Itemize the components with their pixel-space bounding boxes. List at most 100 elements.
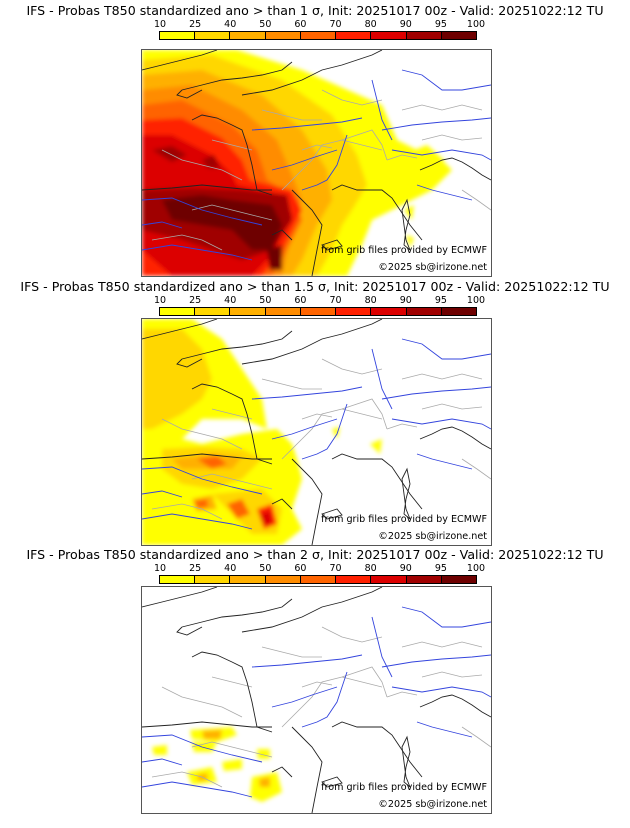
river-line [391, 149, 491, 161]
border-line [461, 726, 491, 748]
colorbar-swatch [160, 576, 196, 583]
border-line [401, 641, 483, 648]
coastlines [142, 50, 491, 276]
probability-contour [259, 777, 270, 787]
border-line [421, 671, 483, 678]
border-line [301, 413, 333, 420]
border-line [161, 149, 243, 181]
panel-3-map[interactable]: from grib files provided by ECMWF ©2025 … [141, 586, 492, 814]
colorbar-swatch [195, 576, 231, 583]
river-line [271, 686, 338, 708]
border-line [401, 373, 483, 380]
river-line [416, 721, 473, 738]
river-line [391, 686, 491, 698]
border-line [386, 423, 418, 430]
coast-line [181, 61, 293, 91]
colorbar-ticks: 10 25 40 50 60 70 80 90 95 100 [154, 563, 485, 574]
colorbar-tick-label: 10 [153, 295, 167, 306]
border-line [421, 134, 483, 141]
coast-line [356, 587, 383, 598]
coastlines [142, 587, 491, 813]
colorbar-swatch [195, 32, 231, 39]
coast-line [176, 358, 203, 368]
coast-line [142, 184, 272, 191]
border-line [301, 681, 333, 688]
border-line [421, 403, 483, 410]
border-line [281, 129, 388, 191]
river-line [301, 134, 348, 191]
colorbar-tick-label: 10 [153, 19, 167, 30]
probability-contour [152, 745, 167, 755]
border-line [301, 144, 333, 151]
rivers [142, 338, 491, 530]
colorbar-swatch [336, 576, 372, 583]
coast-line [419, 426, 491, 450]
colorbar-tick-label: 50 [259, 563, 272, 574]
river-line [416, 184, 473, 201]
colorbar-tick-label: 10 [153, 563, 167, 574]
colorbar-swatch [300, 576, 337, 583]
border-line [261, 109, 322, 121]
panel-3-title: IFS - Probas T850 standardized ano > tha… [26, 547, 604, 562]
coast-line [191, 383, 273, 465]
border-line [261, 378, 322, 390]
river-line [401, 69, 491, 91]
colorbar-tick-label: 70 [329, 19, 342, 30]
coast-line [142, 453, 272, 460]
colorbar-tick-label: 100 [466, 563, 486, 574]
probability-contour [404, 205, 414, 220]
colorbar-tick-label: 100 [466, 19, 486, 30]
coast-line [291, 189, 323, 276]
coast-line [191, 114, 273, 196]
coast-line [401, 735, 411, 788]
colorbar-ticks: 10 25 40 50 60 70 80 90 95 100 [154, 19, 485, 30]
probability-contour [162, 195, 282, 250]
border-line [281, 666, 388, 728]
panel-1-map[interactable]: from grib files provided by ECMWF ©2025 … [141, 49, 492, 277]
coast-line [181, 598, 293, 628]
colorbar-swatch [371, 576, 407, 583]
colorbar-tick-label: 60 [294, 295, 307, 306]
colorbar-tick-label: 80 [364, 295, 377, 306]
coast-line [176, 626, 203, 636]
colorbar-swatch [230, 308, 266, 315]
river-line [251, 654, 363, 668]
colorbar-swatch [265, 308, 301, 315]
border-line [161, 418, 243, 450]
river-line [401, 338, 491, 360]
probability-field [142, 319, 382, 545]
admin-borders [151, 358, 491, 520]
coast-line [241, 59, 358, 96]
colorbar-tick-label: 70 [329, 295, 342, 306]
probability-contour [202, 730, 222, 739]
probability-field [152, 727, 282, 802]
copyright-credit: ©2025 sb@irizone.net [378, 531, 487, 542]
river-line [416, 453, 473, 470]
border-line [191, 204, 273, 221]
colorbar-swatch [195, 308, 231, 315]
colorbar-swatch [160, 32, 196, 39]
coast-line [291, 726, 323, 813]
border-line [461, 189, 491, 211]
colorbar-swatch [406, 576, 442, 583]
river-line [301, 671, 348, 728]
probability-contour [406, 235, 414, 248]
colorbar-tick-label: 80 [364, 563, 377, 574]
colorbar-tick-label: 25 [189, 563, 202, 574]
map-svg [142, 50, 491, 276]
probability-contour [194, 499, 208, 508]
coast-line [321, 508, 343, 520]
panel-1-colorbar: 10 25 40 50 60 70 80 90 95 100 [154, 19, 485, 40]
colorbar-tick-label: 40 [224, 563, 237, 574]
colorbar-tick-label: 90 [399, 563, 412, 574]
colorbar-swatch [406, 32, 442, 39]
colorbar-boxes [159, 575, 477, 584]
river-line [142, 758, 183, 766]
colorbar-swatch [160, 308, 196, 315]
panel-2-map[interactable]: from grib files provided by ECMWF ©2025 … [141, 318, 492, 546]
river-line [271, 418, 338, 440]
border-line [151, 234, 223, 251]
colorbar-swatch [265, 576, 301, 583]
border-line [261, 646, 322, 658]
colorbar-boxes [159, 307, 477, 316]
